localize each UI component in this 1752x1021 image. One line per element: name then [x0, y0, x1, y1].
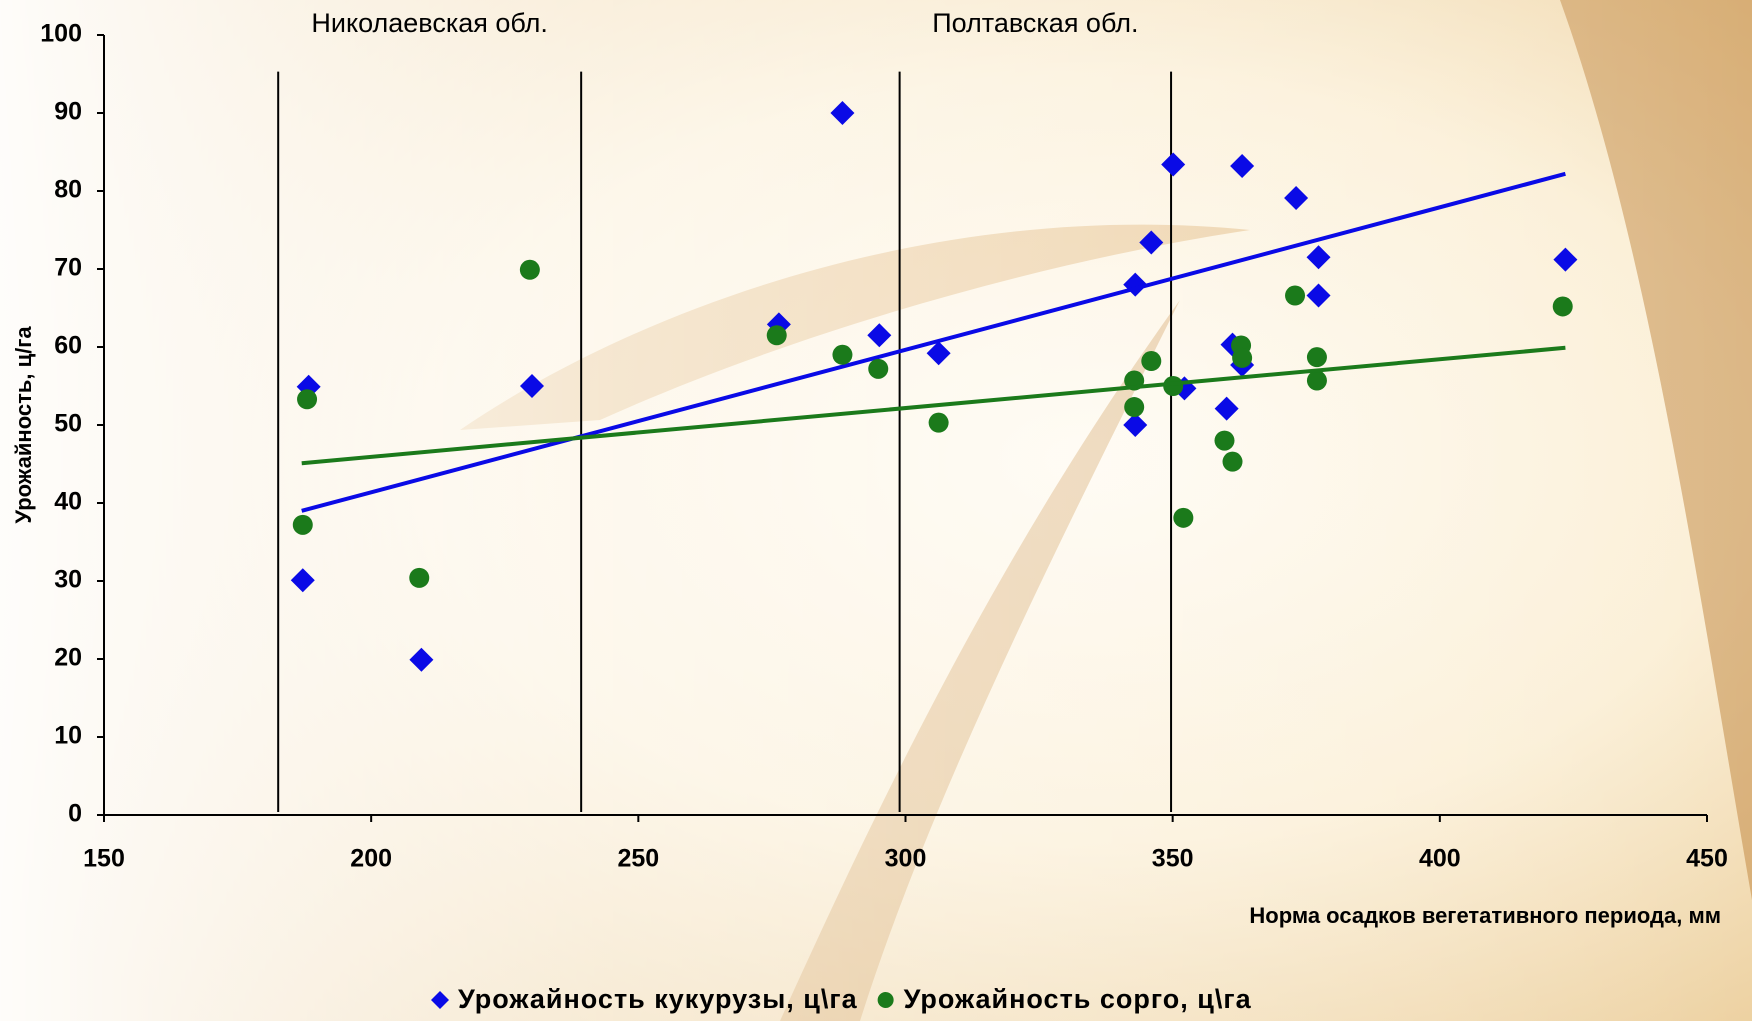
legend-label: Урожайность кукурузы, ц\га: [458, 984, 858, 1014]
point: [1285, 285, 1306, 306]
x-tick-label: 150: [83, 845, 125, 873]
y-tick-label: 40: [54, 488, 82, 516]
plot: 0 10 20 30 40 50 60 70 80 90 100 150 200 250 300 350 400…: [40, 8, 1728, 1014]
point: [1284, 186, 1309, 211]
point: [290, 568, 315, 593]
point: [409, 647, 434, 672]
point: [519, 259, 540, 280]
region-label: Николаевская обл.: [311, 8, 548, 38]
y-tick-label: 60: [54, 332, 82, 360]
point: [832, 344, 853, 365]
point: [1230, 154, 1255, 179]
region-label: Полтавская обл.: [932, 8, 1138, 38]
point: [292, 514, 313, 535]
legend-label: Урожайность сорго, ц\га: [904, 984, 1252, 1014]
x-tick-label: 450: [1686, 845, 1728, 873]
trendline: [301, 171, 1566, 513]
point: [1161, 152, 1186, 177]
point: [409, 567, 430, 588]
y-tick-label: 10: [54, 722, 82, 750]
point: [1306, 347, 1327, 368]
y-tick-label: 30: [54, 566, 82, 594]
point: [1124, 397, 1145, 418]
point: [1222, 451, 1243, 472]
point: [830, 101, 855, 125]
legend-symbol: [431, 991, 449, 1009]
point: [297, 389, 318, 410]
x-tick-label: 250: [617, 845, 659, 873]
x-axis-title: Норма осадков вегетативного периода, мм: [1249, 903, 1721, 928]
y-tick-label: 50: [54, 410, 82, 438]
legend-symbol: [877, 992, 894, 1008]
point: [1306, 283, 1331, 308]
point: [928, 412, 949, 433]
point: [1232, 347, 1253, 368]
point: [1214, 430, 1235, 451]
y-tick-label: 90: [54, 98, 82, 126]
point: [1139, 230, 1164, 255]
point: [1173, 507, 1194, 528]
point: [1552, 296, 1573, 317]
x-tick-label: 300: [885, 845, 927, 873]
y-tick-label: 70: [54, 254, 82, 282]
point: [520, 374, 545, 398]
x-tick-label: 350: [1152, 845, 1194, 873]
point: [766, 325, 787, 346]
y-tick-label: 80: [54, 176, 82, 204]
point: [1553, 247, 1578, 272]
y-tick-label: 20: [54, 644, 82, 672]
point: [1214, 396, 1239, 421]
y-tick-label: 100: [40, 20, 82, 48]
point: [868, 358, 889, 379]
point: [1163, 376, 1184, 396]
point: [1306, 370, 1327, 391]
point: [1123, 413, 1148, 437]
trendline: [301, 345, 1566, 466]
point: [867, 323, 892, 348]
y-tick-label: 0: [68, 800, 82, 828]
point: [1141, 351, 1162, 372]
x-tick-label: 200: [350, 845, 392, 873]
y-axis-title: Урожайность, ц/га: [11, 326, 36, 524]
x-tick-label: 400: [1419, 845, 1461, 873]
point: [926, 341, 951, 366]
point: [1306, 245, 1331, 270]
